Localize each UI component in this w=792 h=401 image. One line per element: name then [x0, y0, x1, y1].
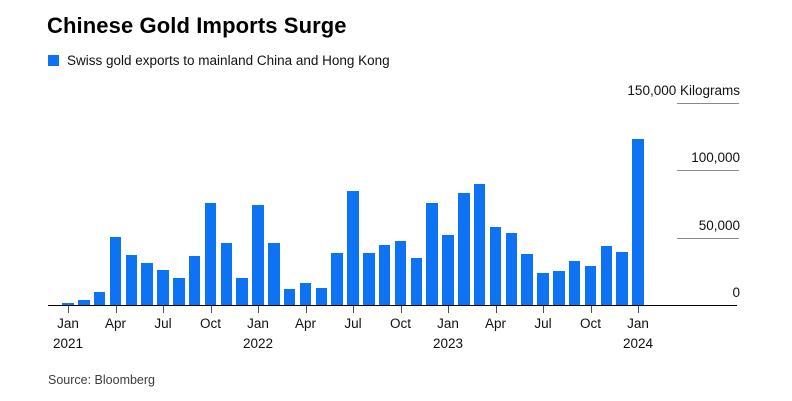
bar [584, 265, 597, 305]
x-year-label: 2021 [52, 336, 84, 351]
bar [315, 287, 328, 305]
y-tick-label: 150,000 Kilograms [627, 83, 740, 98]
bar [363, 252, 375, 305]
bar [157, 269, 169, 305]
x-axis-tick [495, 306, 497, 313]
chart-title: Chinese Gold Imports Surge [47, 13, 347, 38]
x-tick-label: Jan [437, 316, 459, 331]
x-tick-label: Jan [57, 316, 79, 331]
x-axis-tick [115, 306, 117, 313]
bar [394, 241, 407, 305]
x-tick-label: Oct [199, 316, 221, 331]
x-axis-tick [163, 306, 165, 313]
y-tick-label: 0 [732, 285, 740, 300]
x-tick-label: Jul [154, 316, 172, 331]
x-axis-tick [590, 306, 592, 313]
bar [426, 202, 438, 305]
x-tick-label: Jan [627, 316, 649, 331]
x-axis-tick [400, 306, 402, 313]
x-year-label: 2023 [432, 336, 464, 351]
bar [521, 254, 533, 305]
x-axis-tick [638, 306, 640, 313]
legend-label: Swiss gold exports to mainland China and… [67, 53, 390, 68]
x-axis-tick [353, 306, 355, 313]
bar [473, 183, 486, 305]
bar [78, 299, 90, 305]
bar [410, 258, 423, 305]
bar [62, 302, 74, 305]
bar [236, 277, 248, 305]
x-tick-label: Jul [344, 316, 362, 331]
bar [553, 270, 565, 305]
bar [109, 236, 122, 305]
bar [616, 252, 628, 305]
bar [442, 234, 454, 305]
x-axis-line [48, 305, 737, 307]
bar [568, 260, 581, 305]
bar [489, 227, 502, 305]
bar [505, 232, 518, 305]
bar [283, 289, 296, 305]
x-year-label: 2024 [622, 336, 654, 351]
bar [600, 245, 613, 305]
bar [173, 277, 185, 305]
x-tick-label: Apr [104, 316, 126, 331]
y-tick-label: 100,000 [691, 150, 740, 166]
bar [537, 272, 549, 305]
x-axis-tick [543, 306, 545, 313]
source-note: Source: Bloomberg [48, 373, 156, 387]
bar [220, 243, 233, 305]
bar [204, 202, 217, 305]
bar [252, 204, 264, 305]
y-tick-label: 50,000 [698, 217, 740, 233]
x-tick-label: Jul [534, 316, 552, 331]
x-axis-tick [448, 306, 450, 313]
bar [299, 283, 312, 305]
legend: Swiss gold exports to mainland China and… [48, 53, 390, 68]
x-axis-tick [305, 306, 307, 313]
bar [268, 242, 280, 305]
x-tick-label: Apr [294, 316, 316, 331]
bar [632, 139, 644, 305]
x-tick-label: Jan [247, 316, 269, 331]
x-tick-label: Apr [484, 316, 506, 331]
y-gridline-stub [677, 103, 739, 104]
bar [378, 244, 391, 305]
y-gridline-stub [677, 170, 739, 172]
x-year-label: 2022 [242, 336, 274, 351]
x-tick-label: Oct [579, 316, 601, 331]
bar [347, 191, 359, 305]
legend-swatch-icon [48, 55, 59, 66]
bar [188, 256, 201, 305]
bar [93, 292, 106, 305]
bar [125, 255, 138, 305]
x-tick-label: Oct [389, 316, 411, 331]
x-axis-tick [68, 306, 70, 313]
y-gridline-stub [677, 237, 739, 239]
bar [141, 263, 153, 305]
bar [331, 253, 343, 305]
bar [458, 192, 470, 305]
x-axis-tick [258, 306, 260, 313]
x-axis-tick [210, 306, 212, 313]
